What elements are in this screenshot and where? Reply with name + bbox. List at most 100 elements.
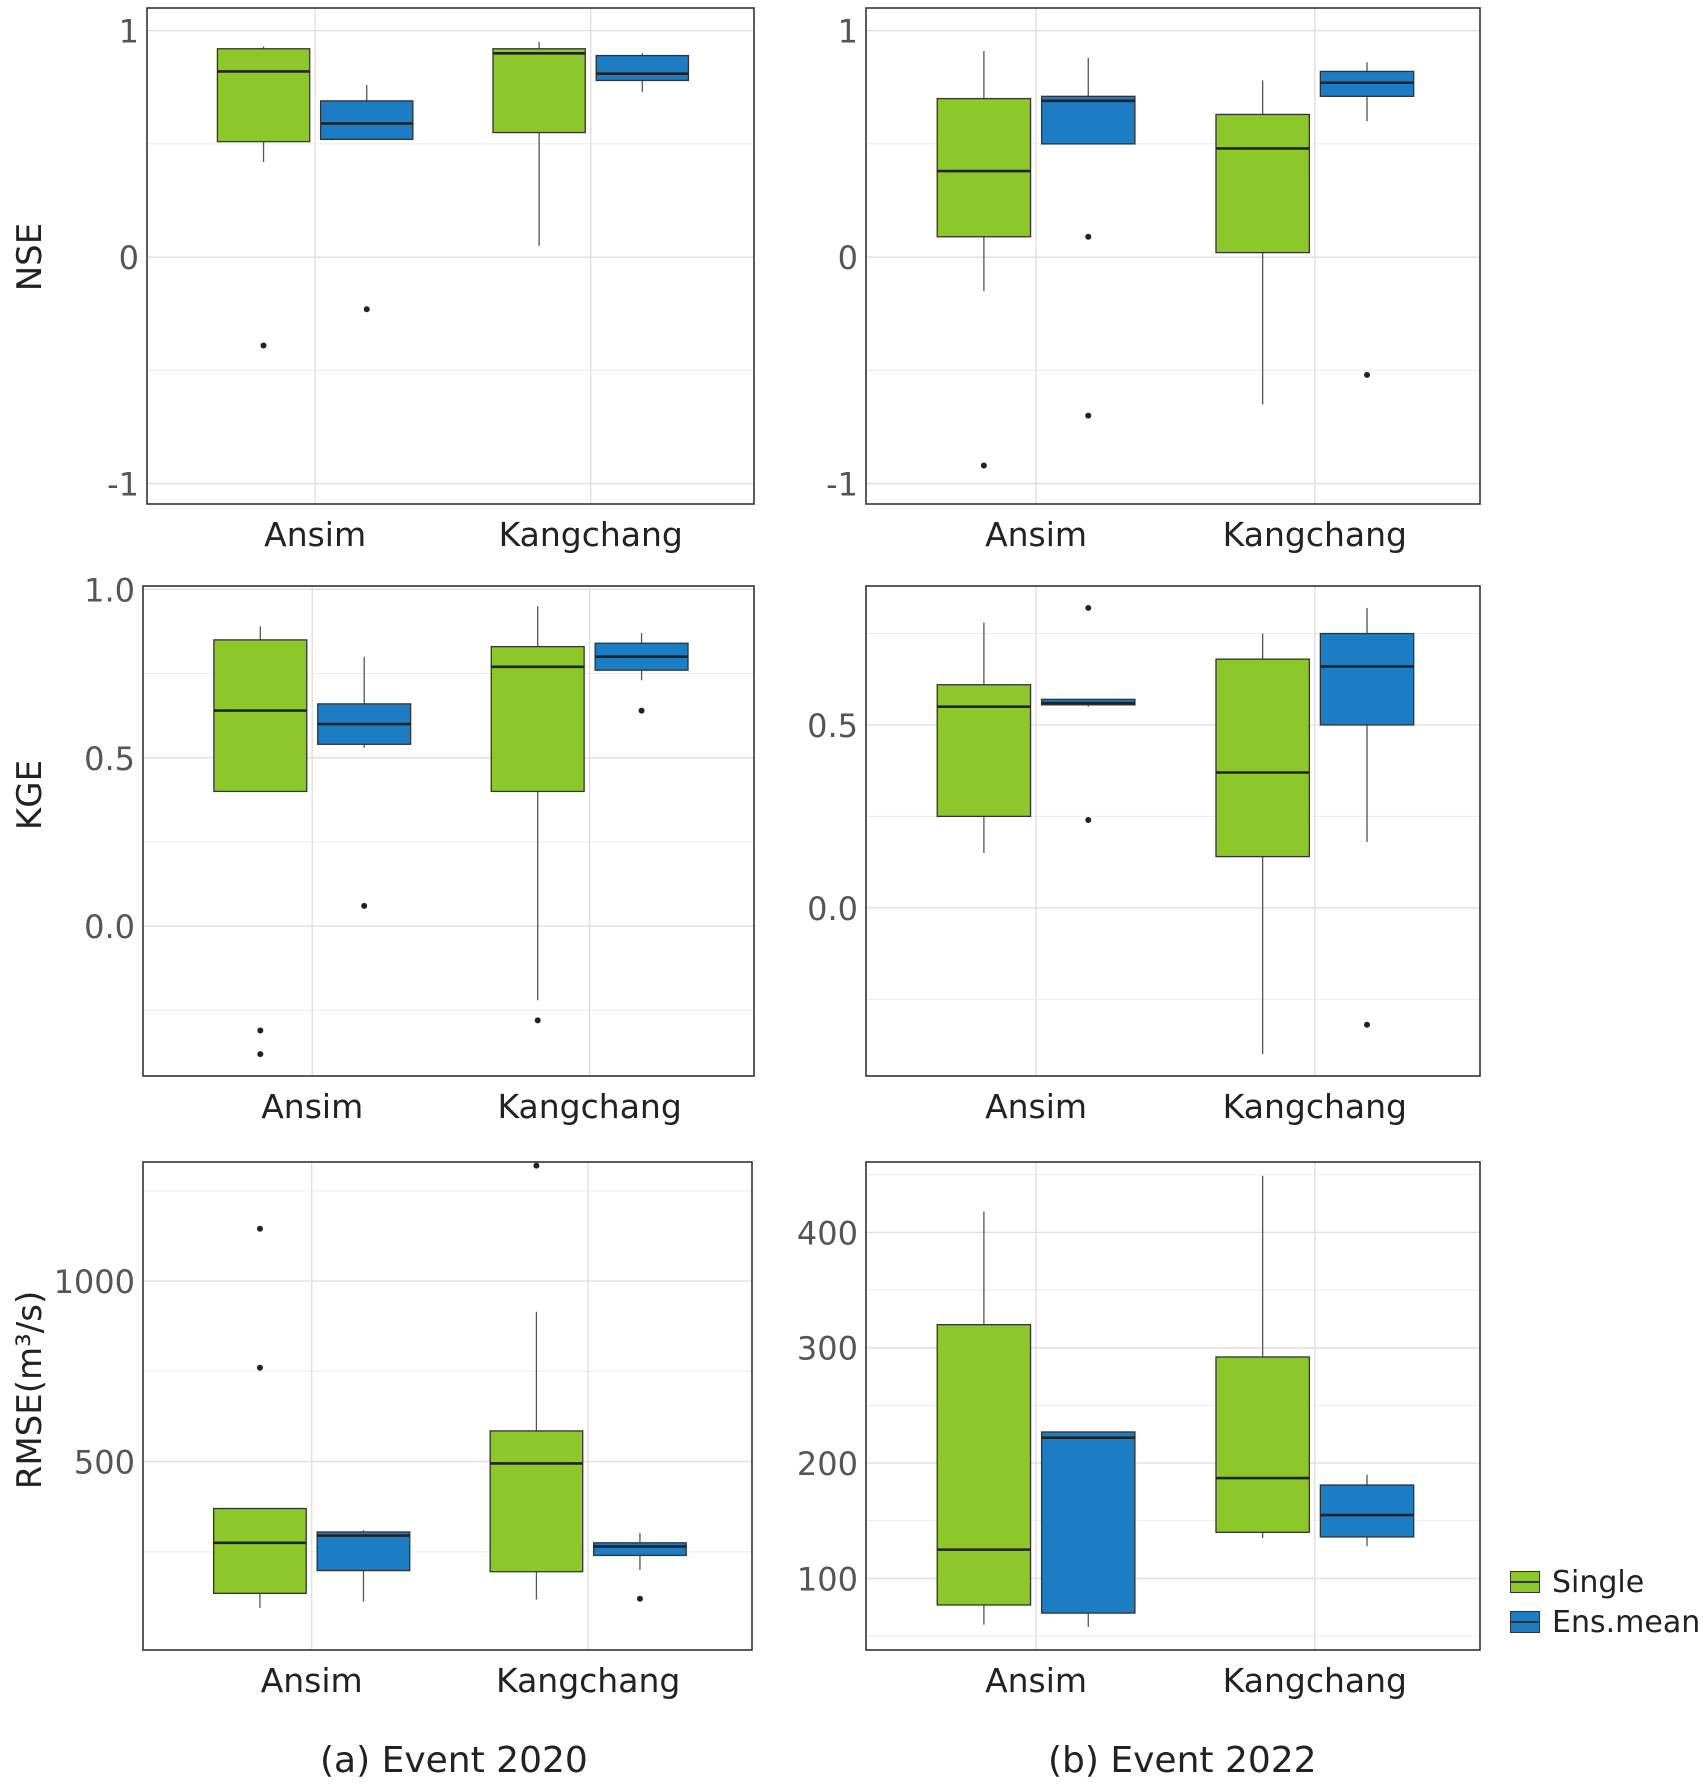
y-tick-label: 300 [797,1330,858,1368]
y-label-kge: KGE [10,759,50,831]
box-body [1215,1356,1310,1533]
plot-frame [142,585,755,1077]
y-tick-label: 0 [119,239,139,277]
outlier-point [257,1027,264,1034]
outlier-point [533,1162,540,1169]
x-tick-label-kangchang: Kangchang [1223,1087,1407,1126]
x-tick-label-kangchang: Kangchang [499,515,683,554]
box-ens-mean-ansim [319,85,414,313]
box-ens-mean-ansim [1040,604,1136,824]
panel-kge-2020: 0.0 0.5 1.0 Ansim Kangchang [84,571,755,1126]
box-body [492,48,586,134]
panel-nse-2020: -1 0 1 Ansim Kangchang [107,7,755,554]
box-body [316,1531,411,1572]
legend-key-single [1510,1571,1540,1593]
box-body [1319,1484,1415,1538]
box-body [936,97,1032,238]
outlier-point [534,1017,541,1024]
box-body [213,639,308,793]
legend-item-ens-mean: Ens.mean [1510,1602,1700,1642]
box-ens-mean-ansim [1040,1431,1136,1627]
box-ens-mean-kangchang [1319,1474,1415,1547]
box-ens-mean-ansim [1040,57,1136,419]
outlier-point [1085,412,1092,419]
box-body [593,1542,687,1557]
y-label-nse: NSE [10,222,50,292]
y-tick-label: -1 [826,466,858,504]
caption-event-2020: (a) Event 2020 [320,1740,588,1781]
box-ens-mean-ansim [316,1530,411,1602]
box-ens-mean-kangchang [595,53,690,92]
panel-kge-2022: 0.0 0.5 Ansim Kangchang [807,585,1481,1126]
y-tick-label: 0.0 [807,890,858,928]
box-body [490,645,585,793]
box-single-kangchang [1215,1175,1310,1539]
box-single-ansim [213,626,308,1058]
box-single-ansim [936,1211,1032,1625]
box-ens-mean-kangchang [594,633,689,714]
box-body [1040,95,1136,145]
outlier-point [363,306,370,313]
plot-frame [865,585,1481,1077]
outlier-point [1085,604,1092,611]
box-body [1319,632,1415,726]
y-tick-label: 400 [797,1214,858,1252]
x-tick-label-ansim: Ansim [261,1661,363,1700]
outlier-point [260,342,267,349]
box-body [1040,1431,1136,1614]
outlier-point [1085,817,1092,824]
box-body [1215,113,1310,254]
box-ens-mean-ansim [317,656,412,909]
box-body [319,100,414,141]
box-body [936,1324,1032,1606]
x-tick-label-kangchang: Kangchang [1223,1661,1407,1700]
legend-label-ens-mean: Ens.mean [1552,1604,1701,1640]
y-tick-label: 1.0 [84,571,135,609]
outlier-point [1364,1021,1371,1028]
box-ens-mean-kangchang [1319,607,1415,1028]
y-tick-label: -1 [107,466,139,504]
box-single-kangchang [489,1162,584,1600]
y-tick-label: 100 [797,1560,858,1598]
y-tick-label: 0.5 [84,740,135,778]
box-single-ansim [936,622,1032,853]
y-tick-label: 200 [797,1445,858,1483]
box-single-ansim [216,46,311,349]
legend-label-single: Single [1552,1564,1645,1600]
y-tick-label: 0 [838,239,858,277]
box-body [212,1507,307,1594]
outlier-point [256,1225,263,1232]
box-single-kangchang [1215,633,1310,1055]
box-single-kangchang [490,606,585,1024]
legend-item-single: Single [1510,1562,1700,1602]
outlier-point [1085,233,1092,240]
x-tick-label-ansim: Ansim [261,1087,363,1126]
x-tick-label-ansim: Ansim [264,515,366,554]
box-body [936,684,1032,818]
outlier-point [1364,371,1371,378]
box-body [1215,658,1310,858]
box-ens-mean-kangchang [593,1533,687,1602]
box-ens-mean-kangchang [1319,62,1415,378]
outlier-point [638,707,645,714]
box-body [489,1430,584,1573]
box-single-kangchang [1215,80,1310,405]
box-single-ansim [212,1225,307,1608]
plot-frame [146,7,755,505]
y-tick-label: 1000 [54,1263,135,1301]
panel-rmse-2022: 100 200 300 400 Ansim Kangchang [797,1161,1481,1700]
outlier-point [256,1364,263,1371]
panel-nse-2022: -1 0 1 Ansim Kangchang [826,7,1481,554]
box-body [595,54,690,82]
box-body [216,48,311,143]
y-tick-label: 0.0 [84,908,135,946]
y-tick-label: 500 [74,1444,135,1482]
y-tick-label: 1 [838,13,858,51]
x-tick-label-ansim: Ansim [985,515,1087,554]
outlier-point [636,1595,643,1602]
x-tick-label-ansim: Ansim [985,1087,1087,1126]
x-tick-label-ansim: Ansim [985,1661,1087,1700]
x-tick-label-kangchang: Kangchang [497,1087,681,1126]
